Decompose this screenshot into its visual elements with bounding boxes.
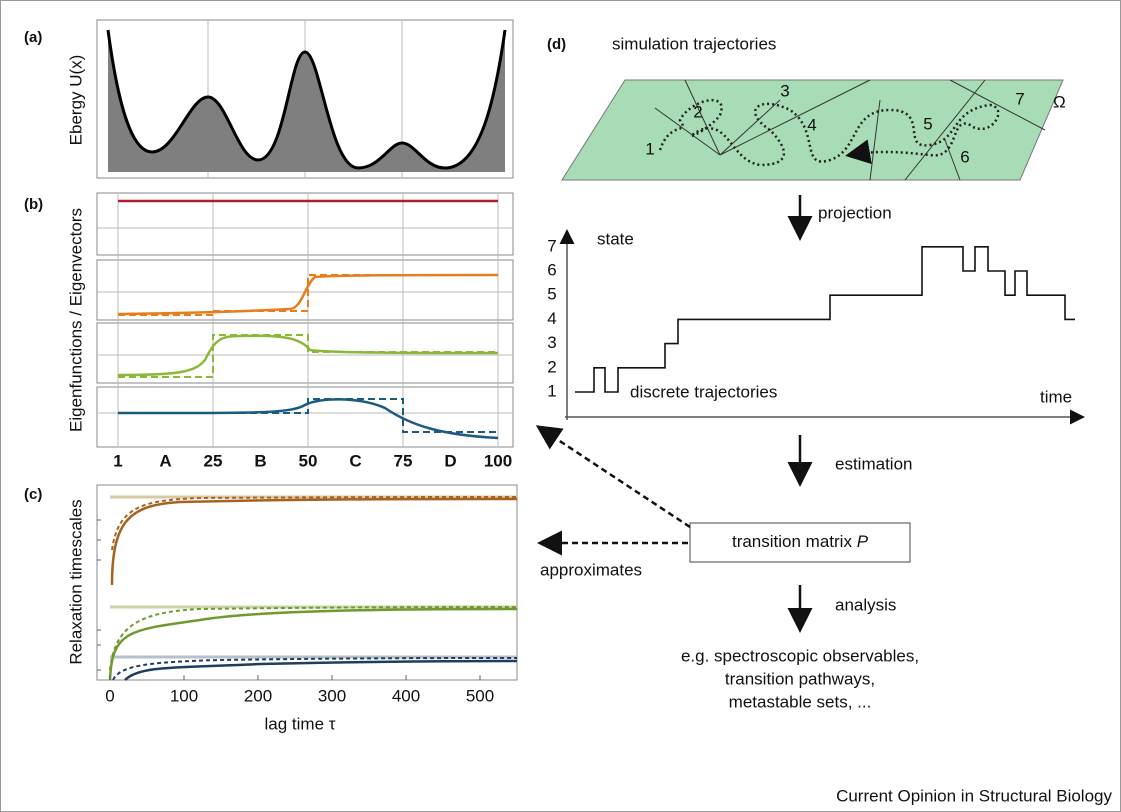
panel-label: (c)	[24, 486, 42, 503]
energy-curve	[106, 29, 507, 170]
matrix-symbol: P	[857, 532, 869, 551]
y-label: Relaxation timescales	[66, 499, 85, 664]
discrete-trajectory	[575, 246, 1075, 393]
trajectory-label: discrete trajectories	[630, 382, 777, 401]
x-tick-label: 400	[392, 686, 420, 705]
region-label: 5	[923, 114, 932, 133]
matrix-box	[689, 522, 911, 563]
axis-label: time	[1040, 387, 1072, 406]
analysis-line: metastable sets, ...	[729, 692, 872, 711]
x-tick-label: D	[444, 451, 456, 470]
x-tick-label: 500	[466, 686, 494, 705]
step-label: projection	[818, 203, 892, 222]
region-label: 6	[960, 147, 969, 166]
region-label: 3	[780, 81, 789, 100]
eigen-panels	[96, 192, 514, 448]
y-label: Eigenfunctions / Eigenvectors	[66, 208, 85, 432]
state-axes	[559, 229, 1085, 425]
x-tick-label: 100	[484, 451, 512, 470]
y-label: Ebergy U(x)	[66, 55, 85, 146]
x-tick-label: 200	[244, 686, 272, 705]
panel-label: (d)	[547, 36, 566, 53]
region-label: 1	[645, 139, 654, 158]
y-tick-label: 5	[547, 285, 556, 304]
matrix-label: transition matrix P	[732, 532, 869, 551]
region-label: 2	[693, 102, 702, 121]
x-tick-label: 75	[394, 451, 413, 470]
y-tick-label: 2	[547, 357, 556, 376]
x-tick-label: 1	[113, 451, 122, 470]
energy-fill	[108, 30, 505, 172]
x-tick-label: 300	[318, 686, 346, 705]
y-tick-label: 1	[547, 381, 556, 400]
step-label: analysis	[835, 595, 896, 614]
matrix-text: transition matrix	[732, 532, 852, 551]
step-label: estimation	[835, 454, 912, 473]
y-tick-label: 4	[547, 309, 556, 328]
x-tick-label: 0	[105, 686, 114, 705]
credit: Current Opinion in Structural Biology	[836, 786, 1112, 805]
y-tick-label: 6	[547, 260, 556, 279]
title: simulation trajectories	[612, 34, 776, 53]
state-space	[561, 79, 1064, 181]
x-tick-label: 100	[170, 686, 198, 705]
x-label: lag time τ	[265, 714, 336, 733]
analysis-line: transition pathways,	[725, 669, 875, 688]
timescale-plot	[96, 484, 518, 681]
region-label: 7	[1015, 89, 1024, 108]
panel-label: (b)	[24, 196, 43, 213]
y-tick-label: 3	[547, 333, 556, 352]
panel-label: (a)	[24, 29, 42, 46]
region-label: 4	[807, 115, 816, 134]
x-tick-label: 50	[299, 451, 318, 470]
axis-label: state	[597, 229, 634, 248]
x-tick-label: C	[349, 451, 361, 470]
analysis-line: e.g. spectroscopic observables,	[681, 646, 919, 665]
approximates: approximates	[540, 560, 642, 579]
omega: Ω	[1053, 92, 1066, 111]
x-tick-label: A	[159, 451, 171, 470]
x-tick-label: B	[254, 451, 266, 470]
x-tick-label: 25	[204, 451, 223, 470]
y-tick-label: 7	[547, 236, 556, 255]
